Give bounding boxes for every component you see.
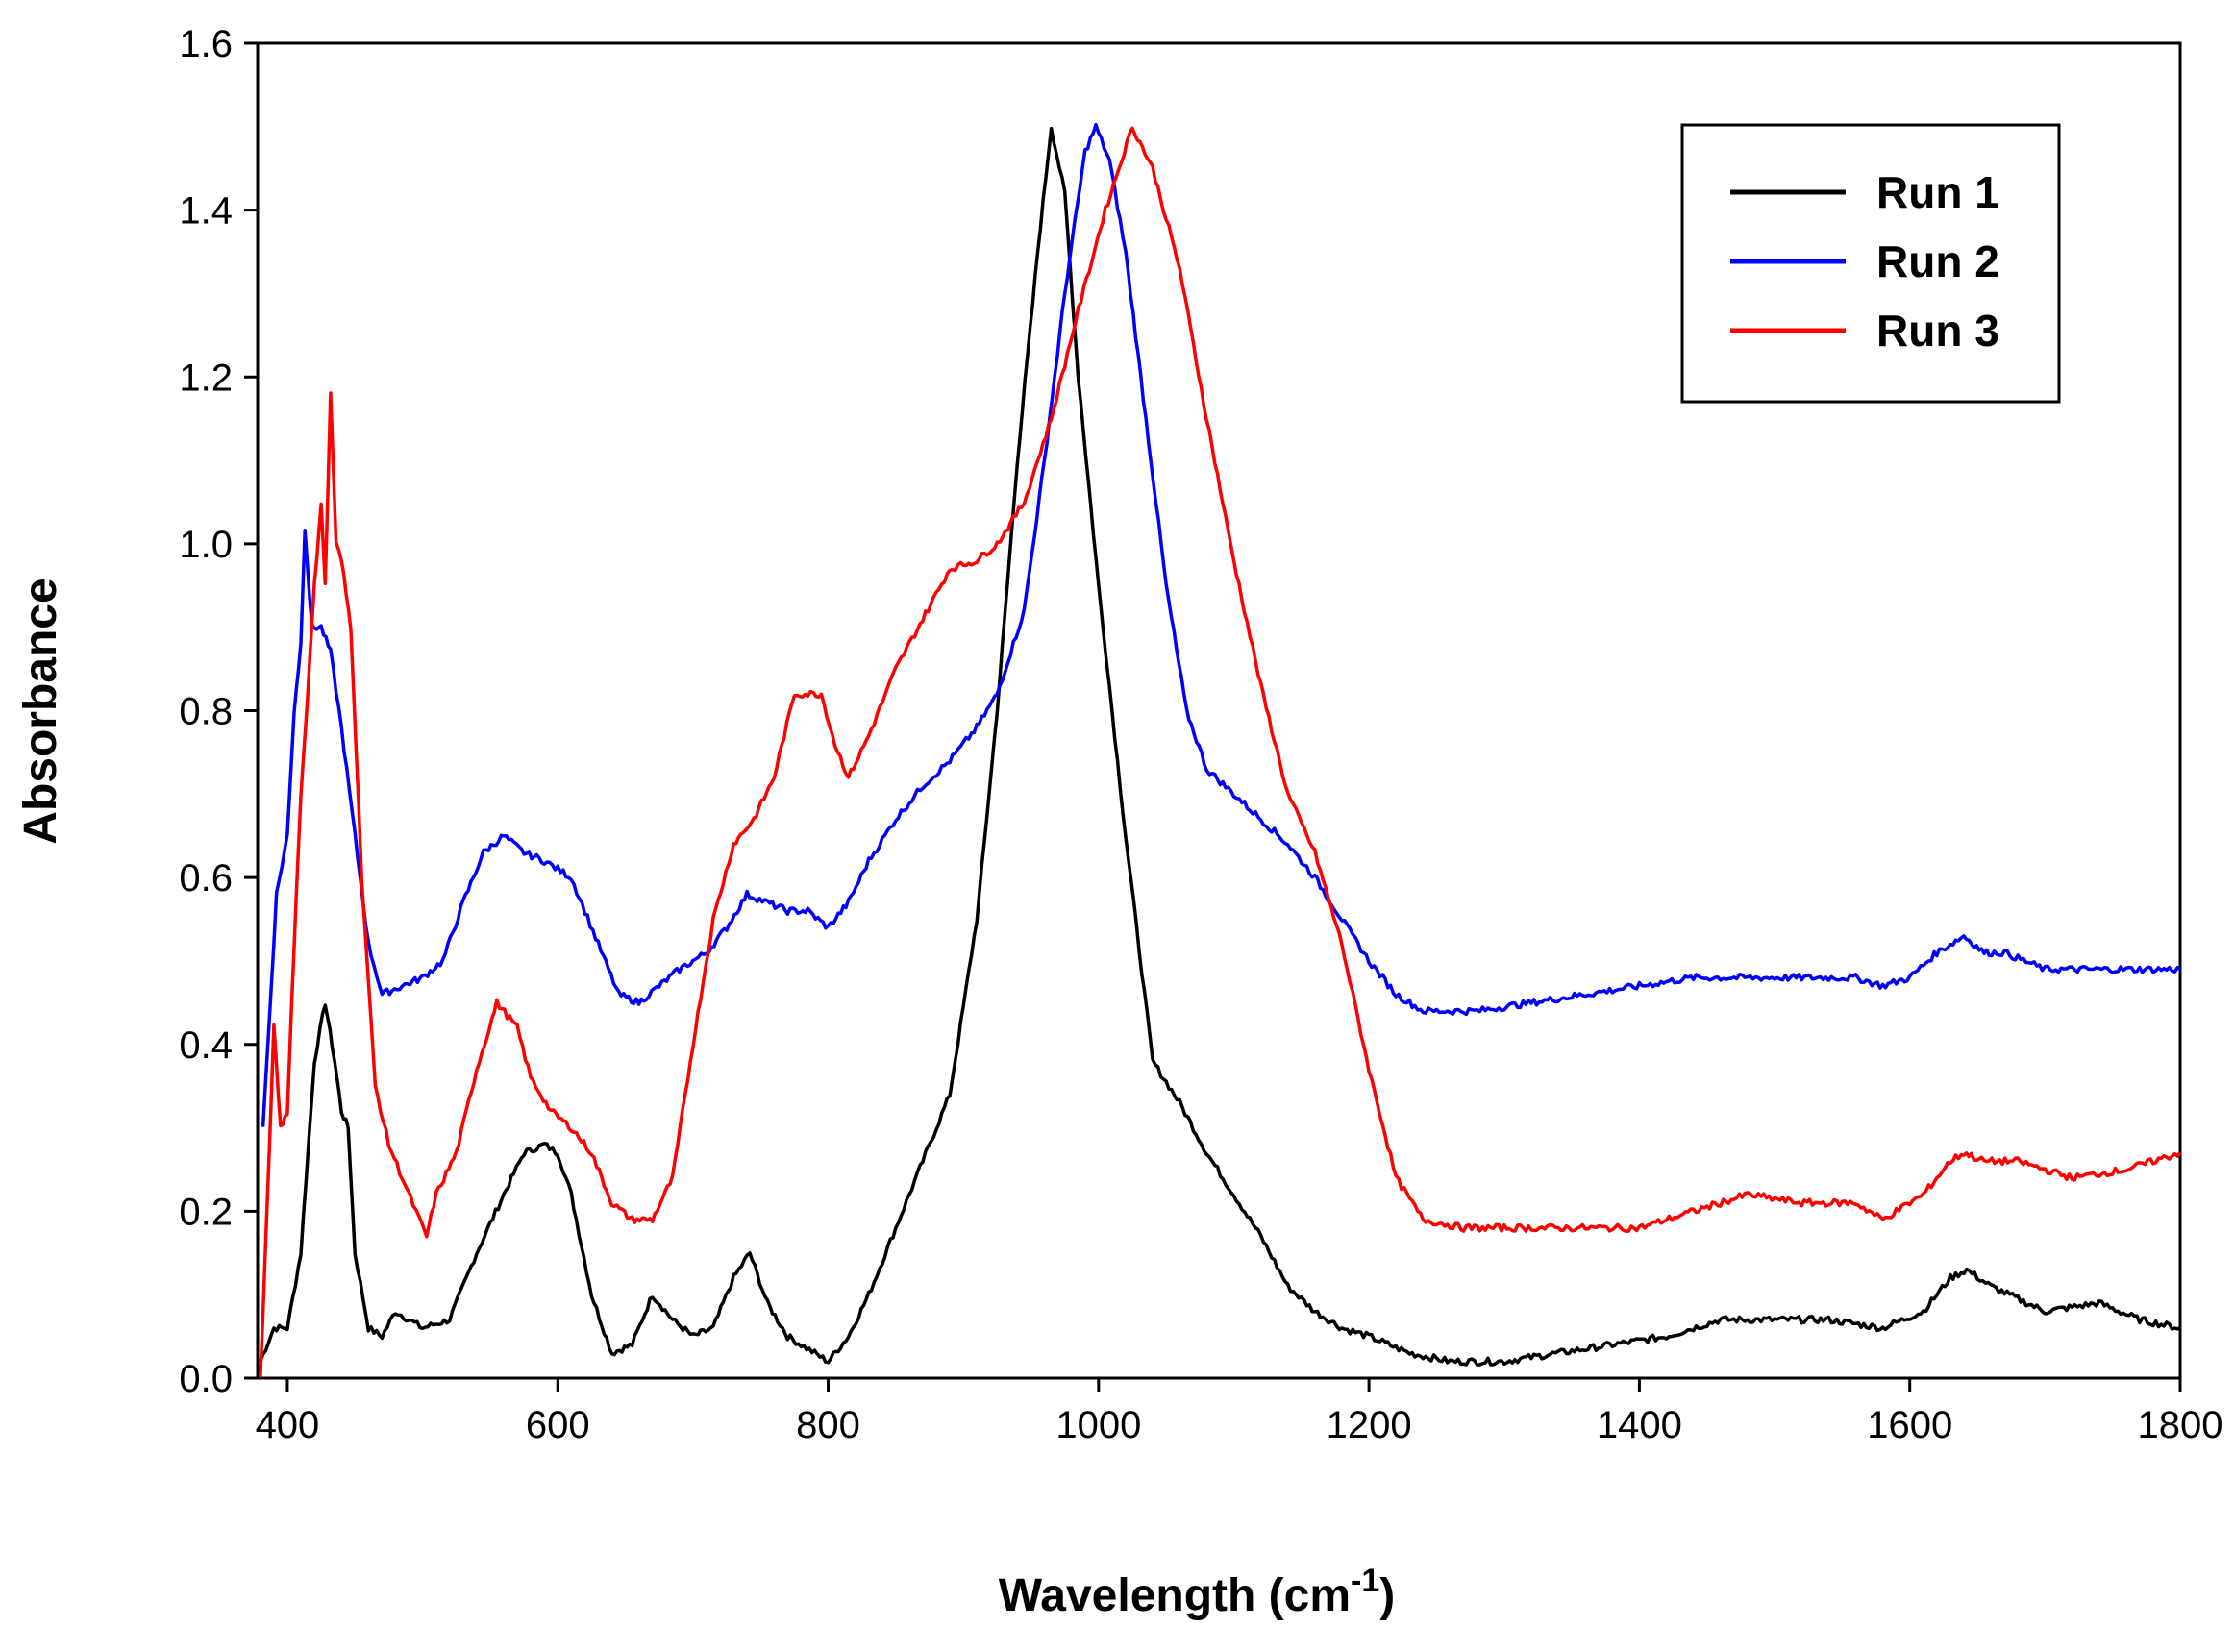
legend-label: Run 3 <box>1876 306 1999 356</box>
y-tick-label: 0.8 <box>179 691 233 733</box>
series-line-run-2 <box>261 122 2181 1127</box>
legend-label: Run 1 <box>1876 167 1999 217</box>
x-tick-label: 400 <box>256 1404 320 1446</box>
legend: Run 1 Run 2 Run 3 <box>1680 123 2061 404</box>
y-tick-label: 1.2 <box>179 357 233 399</box>
x-axis-title-superscript: -1 <box>1351 1563 1379 1599</box>
x-tick-label: 800 <box>796 1404 860 1446</box>
y-tick-label: 0.0 <box>179 1358 233 1400</box>
x-tick-label: 1000 <box>1055 1404 1141 1446</box>
x-tick-label: 1400 <box>1597 1404 1682 1446</box>
x-axis: 400 600 800 1000 1200 1400 1600 1800 <box>256 1378 2223 1446</box>
x-axis-title: Wavelength (cm-1) <box>999 1563 1396 1621</box>
y-tick-label: 1.0 <box>179 524 233 566</box>
x-tick-label: 1200 <box>1327 1404 1412 1446</box>
y-tick-label: 1.6 <box>179 23 233 65</box>
x-tick-label: 1800 <box>2138 1404 2223 1446</box>
y-tick-label: 0.4 <box>179 1024 233 1067</box>
y-tick-label: 0.2 <box>179 1191 233 1233</box>
x-tick-label: 1600 <box>1867 1404 1952 1446</box>
x-tick-label: 600 <box>526 1404 590 1446</box>
y-axis: 0.0 0.2 0.4 0.6 0.8 1.0 1.2 1.4 1.6 <box>179 23 258 1400</box>
y-tick-label: 0.6 <box>179 857 233 900</box>
legend-label: Run 2 <box>1876 236 1999 286</box>
x-axis-title-main: Wavelength (cm <box>999 1570 1351 1621</box>
y-axis-title: Absorbance <box>15 578 66 844</box>
series-line-run-1 <box>259 126 2181 1367</box>
x-axis-title-close: ) <box>1379 1570 1395 1621</box>
series-lines <box>259 122 2182 1378</box>
y-tick-label: 1.4 <box>179 190 233 233</box>
series-line-run-3 <box>259 126 2182 1378</box>
